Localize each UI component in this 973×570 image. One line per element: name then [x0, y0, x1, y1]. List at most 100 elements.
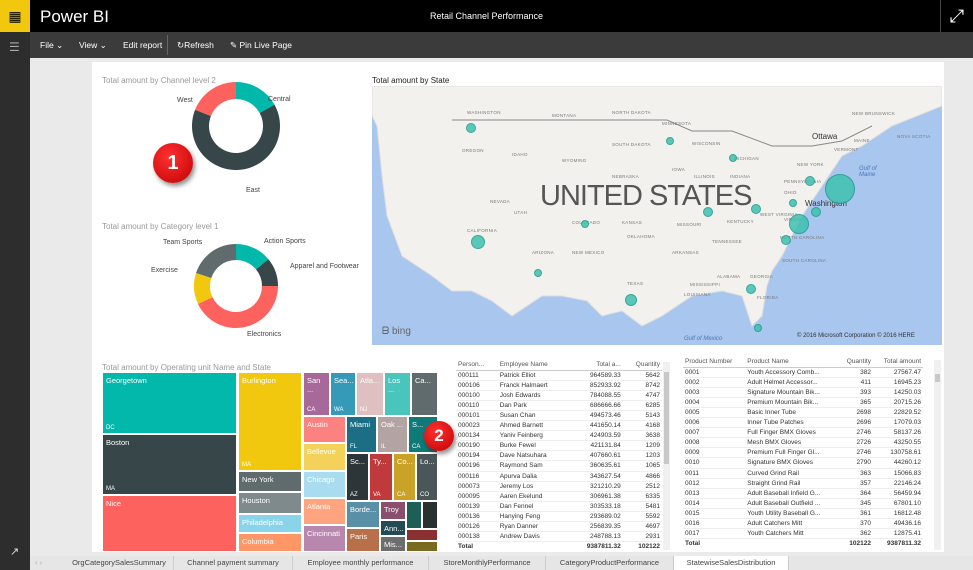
treemap-tile[interactable]: Troy [380, 501, 406, 520]
table-row[interactable]: 0010 Signature BMX Gloves 2790 44260.12 [683, 457, 923, 469]
treemap-tile[interactable]: Borde... [346, 501, 380, 528]
treemap-tile[interactable]: Los ... [384, 372, 411, 416]
table-row[interactable]: 000136 Hanying Feng 293689.02 5592 [456, 511, 662, 523]
donut-slice-electronics[interactable] [197, 286, 278, 328]
tab-orgcategorysalessummary[interactable]: OrgCategorySalesSummary [65, 556, 174, 570]
state-bubble[interactable] [703, 207, 713, 217]
scrollbar-thumb[interactable] [935, 374, 940, 382]
treemap-tile[interactable] [406, 529, 438, 541]
edit-report-button[interactable]: Edit report [123, 40, 163, 50]
state-bubble[interactable] [789, 199, 797, 207]
table-row[interactable]: 0016 Adult Catchers Mitt 370 49436.16 [683, 518, 923, 530]
table-row[interactable]: 000194 Dave Natsuhara 407660.61 1203 [456, 450, 662, 462]
treemap-tile[interactable]: San ... CA [303, 372, 330, 416]
table-row[interactable]: 000100 Josh Edwards 784088.55 4747 [456, 390, 662, 401]
view-menu[interactable]: View ⌄ [79, 40, 107, 50]
file-menu[interactable]: File ⌄ [40, 40, 64, 50]
table-row[interactable]: 0011 Curved Grind Rail 363 15066.83 [683, 468, 923, 479]
donut-slice-team-sports[interactable] [196, 244, 236, 278]
pin-live-page-button[interactable]: ✎ Pin Live Page [230, 40, 292, 50]
donut-slice-east[interactable] [192, 104, 280, 171]
state-bubble[interactable] [729, 154, 737, 162]
state-map[interactable]: UNITED STATES Ottawa Washington Gulf of … [372, 86, 942, 345]
treemap-tile[interactable]: Miami FL [346, 416, 377, 453]
table-row[interactable]: 0001 Youth Accessory Comb... 382 27567.47 [683, 367, 923, 378]
treemap-tile[interactable]: Mis... [380, 536, 406, 552]
state-bubble[interactable] [754, 324, 762, 332]
fullscreen-icon[interactable]: ⤢ [940, 0, 973, 32]
tab-scroll-left-icon[interactable]: ‹ › [35, 558, 43, 567]
table-row[interactable]: 0008 Mesh BMX Gloves 2726 43250.55 [683, 437, 923, 449]
column-header[interactable]: Total a... [570, 360, 623, 371]
table-row[interactable]: 0013 Adult Baseball Infield G... 364 56459.… [683, 488, 923, 499]
treemap-tile[interactable]: New York [238, 471, 302, 492]
treemap-tile[interactable]: Bellevue [303, 443, 346, 471]
table-row[interactable]: 000111 Patrick Elliot 964589.33 5642 [456, 370, 662, 381]
column-header[interactable]: Quantity [838, 357, 873, 368]
table-row[interactable]: 000134 Yaniv Feinberg 424903.59 3638 [456, 430, 662, 442]
table-row[interactable]: 000023 Ahmed Barnett 441650.14 4168 [456, 420, 662, 432]
state-bubble[interactable] [466, 123, 476, 133]
table-row[interactable]: 000073 Jeremy Los 321210.29 2512 [456, 481, 662, 492]
table-row[interactable]: 0017 Youth Catchers Mitt 362 12875.41 [683, 528, 923, 540]
employee-table-scrollbar[interactable] [663, 362, 670, 550]
donut-slice-apparel-and-footwear[interactable] [256, 259, 278, 286]
treemap-tile[interactable]: Ty... VA [369, 453, 393, 501]
treemap-tile[interactable]: Chicago [303, 471, 346, 498]
table-row[interactable]: 0002 Adult Helmet Accessor... 411 16945.23 [683, 377, 923, 388]
treemap-tile[interactable]: Nice [102, 495, 237, 552]
table-row[interactable]: 0007 Full Finger BMX Gloves 2746 58137.26 [683, 427, 923, 439]
state-bubble[interactable] [781, 235, 791, 245]
state-bubble[interactable] [751, 204, 761, 214]
treemap-tile[interactable]: Houston [238, 492, 302, 514]
column-header[interactable]: Person... [456, 360, 498, 371]
treemap-tile[interactable]: Atla... NJ [356, 372, 384, 416]
treemap-tile[interactable]: Austin [303, 416, 346, 443]
treemap-tile[interactable]: Burlington MA [238, 372, 302, 471]
treemap-tile[interactable]: Ca... [411, 372, 438, 416]
treemap-tile[interactable]: Georgetown DC [102, 372, 237, 434]
scrollbar-thumb[interactable] [664, 372, 669, 464]
table-row[interactable]: 000110 Dan Park 686666.66 6285 [456, 400, 662, 411]
table-row[interactable]: 000138 Andrew Davis 248788.13 2931 [456, 531, 662, 543]
expand-nav-icon[interactable]: ↗ [10, 546, 20, 558]
treemap-tile[interactable]: Sc... AZ [346, 453, 369, 501]
column-header[interactable]: Total amount [872, 357, 923, 368]
treemap-tile[interactable]: Lo... CO [416, 453, 438, 501]
table-row[interactable]: 0009 Premium Full Finger Gl... 2746 130758.… [683, 447, 923, 459]
table-row[interactable]: 000126 Ryan Danner 256839.35 4697 [456, 521, 662, 533]
state-bubble[interactable] [625, 294, 637, 306]
table-row[interactable]: 000139 Dan Fennel 303533.18 5481 [456, 501, 662, 512]
table-row[interactable]: 0006 Inner Tube Patches 2696 17079.03 [683, 417, 923, 429]
treemap-tile[interactable]: Boston MA [102, 434, 237, 495]
app-launcher-icon[interactable]: ▦ [0, 0, 30, 32]
donut-slice-central[interactable] [236, 82, 275, 113]
state-bubble[interactable] [811, 207, 821, 217]
state-bubble[interactable] [789, 214, 809, 234]
hamburger-menu-icon[interactable]: ☰ [9, 40, 20, 54]
table-row[interactable]: 000196 Raymond Sam 360635.61 1065 [456, 460, 662, 472]
treemap-tile[interactable]: Philadelphia [238, 514, 302, 533]
table-row[interactable]: 000116 Apurva Dalia 343627.54 4866 [456, 471, 662, 482]
table-row[interactable]: 000106 Franck Halmaert 852933.92 8742 [456, 380, 662, 391]
state-bubble[interactable] [746, 284, 756, 294]
treemap-tile[interactable] [422, 501, 438, 529]
treemap-tile[interactable]: Co... CA [393, 453, 416, 501]
tab-channel-payment-summary[interactable]: Channel payment summary [174, 556, 293, 570]
tab-categoryproductperformance[interactable]: CategoryProductPerformance [546, 556, 674, 570]
state-bubble[interactable] [534, 269, 542, 277]
treemap-tile[interactable]: Cincinnati [303, 525, 346, 552]
table-row[interactable]: 0012 Straight Grind Rail 357 22146.24 [683, 478, 923, 489]
refresh-button[interactable]: ↻Refresh [177, 40, 214, 50]
table-row[interactable]: 0015 Youth Utility Baseball G... 361 16812.… [683, 508, 923, 520]
table-row[interactable]: 0005 Basic Inner Tube 2698 22829.52 [683, 407, 923, 419]
treemap-tile[interactable] [406, 501, 422, 529]
table-row[interactable]: 000101 Susan Chan 494573.46 5143 [456, 410, 662, 422]
state-bubble[interactable] [825, 174, 855, 204]
tab-employee-monthly-performance[interactable]: Employee monthly performance [293, 556, 429, 570]
state-bubble[interactable] [666, 137, 674, 145]
treemap-tile[interactable]: Sea... WA [330, 372, 356, 416]
table-row[interactable]: 0004 Premium Mountain Bik... 365 20715.26 [683, 397, 923, 408]
state-bubble[interactable] [805, 176, 815, 186]
table-row[interactable]: 000190 Burke Fewel 421131.84 1209 [456, 440, 662, 452]
